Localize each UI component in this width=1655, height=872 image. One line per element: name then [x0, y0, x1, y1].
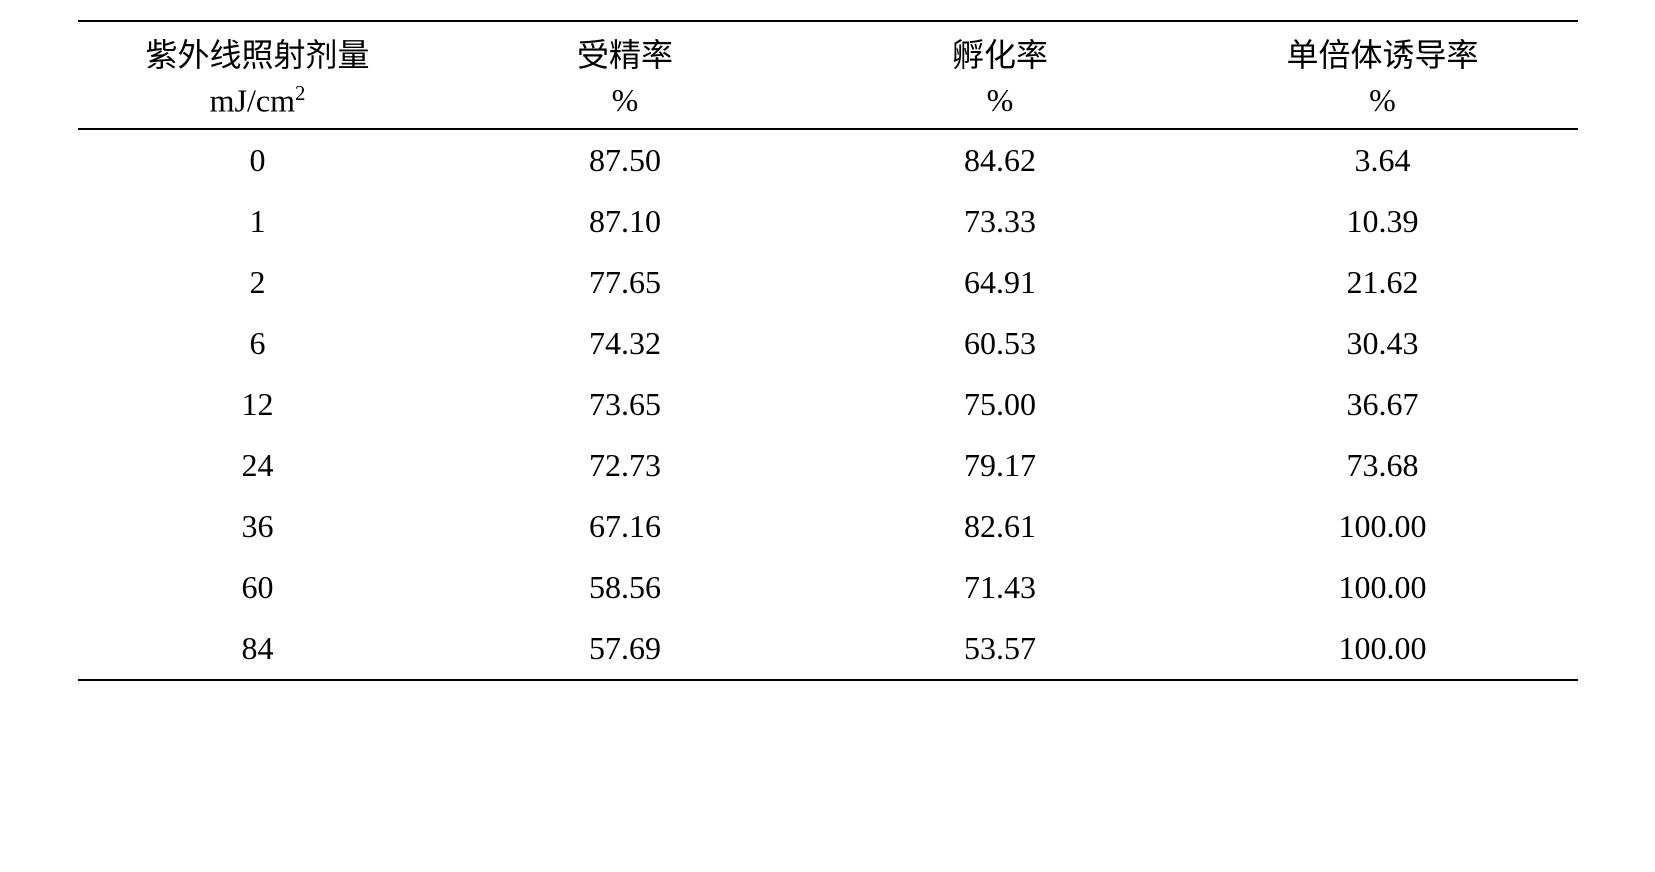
- col-header-uv-dose: 紫外线照射剂量 mJ/cm2: [78, 21, 438, 129]
- table-cell: 6: [78, 313, 438, 374]
- col-header-label: 单倍体诱导率: [1200, 30, 1566, 76]
- table-cell: 58.56: [438, 557, 813, 618]
- table-row: 2472.7379.1773.68: [78, 435, 1578, 496]
- table-cell: 64.91: [813, 252, 1188, 313]
- table-cell: 100.00: [1188, 557, 1578, 618]
- table-row: 187.1073.3310.39: [78, 191, 1578, 252]
- table-cell: 73.33: [813, 191, 1188, 252]
- table-cell: 84.62: [813, 129, 1188, 191]
- table-cell: 36.67: [1188, 374, 1578, 435]
- table-cell: 12: [78, 374, 438, 435]
- table-cell: 75.00: [813, 374, 1188, 435]
- table-cell: 82.61: [813, 496, 1188, 557]
- table-row: 277.6564.9121.62: [78, 252, 1578, 313]
- table-cell: 73.68: [1188, 435, 1578, 496]
- col-header-haploid-induction-rate: 单倍体诱导率 %: [1188, 21, 1578, 129]
- col-header-unit: mJ/cm2: [90, 82, 426, 120]
- table-row: 3667.1682.61100.00: [78, 496, 1578, 557]
- table-cell: 0: [78, 129, 438, 191]
- table-cell: 10.39: [1188, 191, 1578, 252]
- table-cell: 77.65: [438, 252, 813, 313]
- col-header-fertilization-rate: 受精率 %: [438, 21, 813, 129]
- col-header-label: 孵化率: [825, 30, 1176, 76]
- table-cell: 79.17: [813, 435, 1188, 496]
- table-cell: 73.65: [438, 374, 813, 435]
- table-cell: 3.64: [1188, 129, 1578, 191]
- table-cell: 84: [78, 618, 438, 680]
- col-header-hatching-rate: 孵化率 %: [813, 21, 1188, 129]
- col-header-unit: %: [825, 82, 1176, 119]
- table-cell: 100.00: [1188, 618, 1578, 680]
- table-container: 紫外线照射剂量 mJ/cm2 受精率 % 孵化率 % 单倍体诱导率 % 087: [78, 20, 1578, 681]
- table-cell: 21.62: [1188, 252, 1578, 313]
- col-header-unit: %: [450, 82, 801, 119]
- table-cell: 60: [78, 557, 438, 618]
- table-cell: 1: [78, 191, 438, 252]
- col-header-unit: %: [1200, 82, 1566, 119]
- table-cell: 87.50: [438, 129, 813, 191]
- table-head: 紫外线照射剂量 mJ/cm2 受精率 % 孵化率 % 单倍体诱导率 %: [78, 21, 1578, 129]
- table-cell: 100.00: [1188, 496, 1578, 557]
- table-cell: 67.16: [438, 496, 813, 557]
- table-cell: 2: [78, 252, 438, 313]
- table-body: 087.5084.623.64187.1073.3310.39277.6564.…: [78, 129, 1578, 680]
- table-cell: 30.43: [1188, 313, 1578, 374]
- table-cell: 71.43: [813, 557, 1188, 618]
- table-cell: 87.10: [438, 191, 813, 252]
- table-row: 087.5084.623.64: [78, 129, 1578, 191]
- table-cell: 53.57: [813, 618, 1188, 680]
- table-cell: 36: [78, 496, 438, 557]
- table-row: 8457.6953.57100.00: [78, 618, 1578, 680]
- table-cell: 74.32: [438, 313, 813, 374]
- col-header-label: 紫外线照射剂量: [90, 30, 426, 76]
- table-row: 1273.6575.0036.67: [78, 374, 1578, 435]
- header-row: 紫外线照射剂量 mJ/cm2 受精率 % 孵化率 % 单倍体诱导率 %: [78, 21, 1578, 129]
- table-row: 674.3260.5330.43: [78, 313, 1578, 374]
- data-table: 紫外线照射剂量 mJ/cm2 受精率 % 孵化率 % 单倍体诱导率 % 087: [78, 20, 1578, 681]
- table-cell: 24: [78, 435, 438, 496]
- table-cell: 72.73: [438, 435, 813, 496]
- table-row: 6058.5671.43100.00: [78, 557, 1578, 618]
- table-cell: 57.69: [438, 618, 813, 680]
- table-cell: 60.53: [813, 313, 1188, 374]
- col-header-label: 受精率: [450, 30, 801, 76]
